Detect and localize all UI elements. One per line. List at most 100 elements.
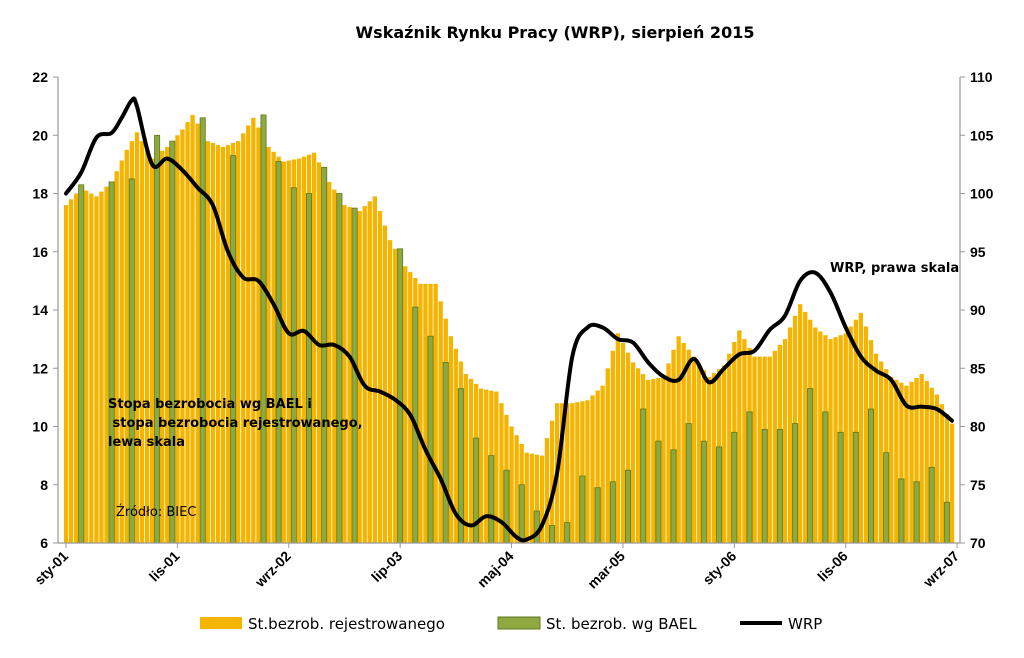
bael-bar	[700, 440, 707, 544]
registered-bar	[160, 150, 165, 544]
bael-bar	[397, 248, 404, 544]
registered-bar	[605, 368, 610, 544]
wrp-line	[64, 96, 954, 543]
registered-bar	[317, 162, 322, 543]
bael-bar	[199, 117, 206, 544]
left-scale-note-line-3: lewa skala	[108, 435, 185, 450]
bael-bar	[655, 440, 662, 544]
registered-bar	[600, 385, 605, 543]
bael-bar	[716, 446, 723, 544]
registered-bar	[671, 349, 676, 543]
registered-bar	[909, 381, 914, 543]
x-tick-label: sty-01	[31, 548, 71, 588]
registered-bar	[418, 283, 423, 543]
right-tick-label: 85	[970, 360, 986, 376]
registered-bar	[894, 379, 899, 543]
registered-bar	[590, 395, 595, 543]
registered-bar	[529, 453, 534, 543]
registered-bar	[904, 385, 909, 543]
registered-bar	[246, 125, 251, 543]
bael-bar	[776, 428, 783, 544]
registered-bar	[180, 129, 185, 543]
bael-bar	[761, 428, 768, 544]
registered-bar	[210, 143, 215, 543]
registered-bar	[84, 190, 89, 543]
registered-bar	[225, 145, 231, 543]
registered-bar	[74, 193, 79, 543]
registered-bar	[175, 135, 180, 544]
registered-bar	[408, 272, 413, 543]
registered-bar	[676, 336, 681, 543]
bael-bar	[792, 423, 799, 544]
registered-bar	[509, 426, 514, 543]
source-note: Źródło: BIEC	[116, 504, 196, 520]
registered-bar	[873, 353, 879, 543]
left-scale-note-line-2: stopa bezrobocia rejestrowanego,	[108, 416, 363, 431]
legend-swatch-registered	[200, 617, 242, 629]
bael-bar	[336, 193, 343, 544]
registered-bar	[666, 363, 671, 543]
registered-bar	[393, 248, 398, 544]
registered-bar	[615, 333, 620, 543]
registered-bar	[752, 356, 757, 543]
registered-bar	[620, 343, 626, 543]
registered-bar	[463, 374, 469, 543]
bael-bar	[351, 207, 358, 544]
registered-bar	[919, 374, 924, 543]
registered-bar	[833, 337, 838, 543]
registered-bar	[484, 389, 489, 543]
registered-bar	[220, 146, 226, 543]
registered-bar	[737, 330, 742, 543]
registered-bar	[139, 141, 145, 543]
x-tick-label: lis-01	[146, 548, 183, 585]
registered-bar	[403, 266, 408, 543]
bael-bar	[594, 487, 601, 544]
registered-bar	[387, 240, 393, 543]
registered-bar	[848, 326, 853, 543]
bael-bar	[260, 114, 267, 544]
right-tick-label: 90	[970, 302, 986, 318]
registered-bar	[68, 199, 74, 544]
bael-bar	[275, 161, 282, 544]
registered-bar	[949, 423, 955, 543]
registered-bar	[681, 343, 686, 543]
x-tick-label: maj-04	[474, 548, 517, 591]
bael-bar	[685, 423, 692, 544]
registered-bar	[939, 404, 944, 543]
registered-bar	[453, 348, 458, 543]
bael-bar	[822, 411, 829, 544]
bael-bar	[518, 484, 525, 544]
bael-bar	[625, 469, 632, 544]
bael-bar	[473, 437, 480, 544]
registered-bar	[625, 352, 631, 543]
registered-bar	[772, 350, 777, 543]
registered-bar	[630, 362, 636, 543]
registered-bar	[696, 363, 701, 543]
bael-bar	[427, 335, 434, 544]
left-tick-label: 22	[32, 69, 48, 85]
bael-bar	[807, 388, 814, 544]
registered-bar	[438, 301, 443, 543]
right-tick-label: 110	[970, 69, 993, 85]
x-tick-label: lis-06	[814, 548, 851, 585]
bael-bar	[564, 522, 571, 544]
registered-bar	[742, 339, 747, 543]
registered-bar	[367, 201, 372, 544]
bael-bar	[503, 469, 510, 544]
right-tick-label: 80	[970, 419, 986, 435]
registered-bar	[757, 356, 762, 543]
registered-bar	[241, 133, 246, 544]
right-tick-label: 100	[970, 186, 994, 202]
bael-bar	[883, 452, 890, 544]
right-tick-label: 70	[970, 535, 986, 551]
right-tick-label: 75	[970, 477, 986, 493]
registered-bar	[468, 378, 474, 543]
x-tick-label: sty-06	[699, 548, 739, 588]
registered-bar	[610, 350, 615, 543]
left-tick-label: 10	[32, 419, 48, 435]
legend: St.bezrob. rejestrowanego St. bezrob. wg…	[200, 615, 822, 633]
bael-bar	[670, 449, 677, 544]
registered-bar	[347, 207, 352, 543]
registered-bar	[89, 193, 94, 543]
